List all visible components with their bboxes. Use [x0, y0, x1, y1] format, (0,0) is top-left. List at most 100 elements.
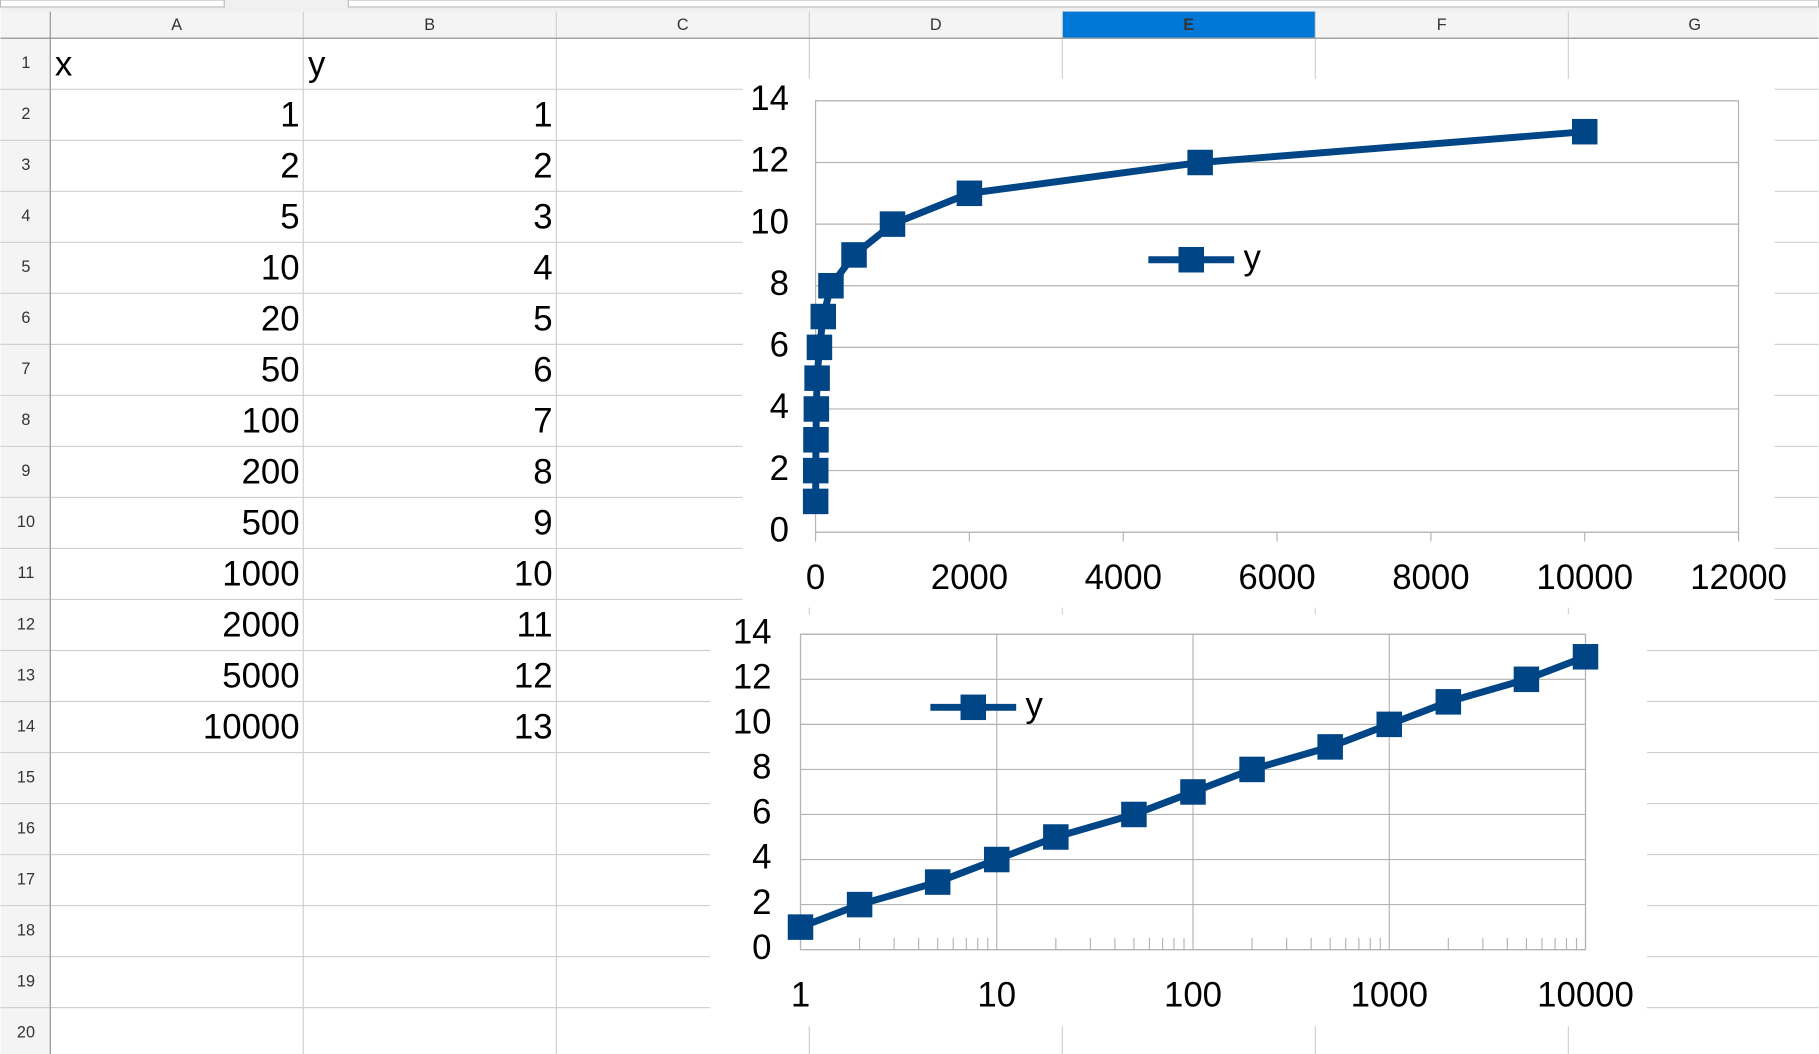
- column-header[interactable]: D: [930, 16, 942, 34]
- row-header[interactable]: 12: [17, 615, 35, 633]
- row-header[interactable]: 5: [21, 258, 30, 276]
- x-tick-label: 12000: [1690, 559, 1787, 597]
- formula-input[interactable]: [347, 0, 1819, 8]
- row-header[interactable]: 9: [21, 462, 30, 480]
- y-tick-label: 8: [752, 749, 771, 787]
- marker: [1317, 734, 1343, 760]
- cell[interactable]: 50: [261, 351, 300, 389]
- chart-area[interactable]: [742, 78, 1775, 608]
- y-tick-label: 6: [752, 794, 771, 832]
- cell[interactable]: 12: [514, 658, 553, 696]
- x-tick-label: 10: [977, 976, 1016, 1014]
- marker: [802, 457, 829, 484]
- row-header[interactable]: 16: [17, 819, 35, 837]
- cell[interactable]: 2: [280, 147, 299, 185]
- column-header[interactable]: C: [677, 16, 689, 34]
- marker: [1180, 779, 1206, 805]
- cell[interactable]: 8: [533, 453, 552, 491]
- marker: [803, 427, 829, 453]
- marker: [1435, 689, 1462, 715]
- cell[interactable]: 5: [533, 300, 552, 338]
- selected-column-header: [1062, 11, 1316, 39]
- marker: [818, 272, 844, 299]
- cell[interactable]: 9: [533, 504, 552, 542]
- row-header[interactable]: 2: [21, 105, 30, 123]
- marker: [804, 365, 830, 391]
- marker: [1376, 711, 1403, 738]
- y-tick-label: 0: [752, 929, 771, 967]
- cell[interactable]: 10000: [203, 709, 300, 747]
- cell[interactable]: 1000: [222, 555, 299, 593]
- row-header[interactable]: 17: [17, 870, 35, 888]
- cell[interactable]: 10: [261, 249, 300, 287]
- row-header[interactable]: 15: [17, 768, 35, 786]
- row-header[interactable]: 19: [17, 972, 35, 990]
- marker: [806, 334, 833, 361]
- cell[interactable]: 1: [533, 96, 552, 134]
- cell[interactable]: 1: [280, 96, 299, 134]
- row-header[interactable]: 3: [21, 156, 30, 174]
- row-header[interactable]: 1: [21, 54, 30, 72]
- marker: [846, 891, 873, 918]
- cell[interactable]: 7: [533, 402, 552, 440]
- x-tick-label: 8000: [1392, 559, 1469, 597]
- name-box[interactable]: [0, 0, 225, 8]
- marker: [802, 488, 829, 515]
- y-tick-label: 14: [733, 613, 772, 651]
- chart-area[interactable]: [710, 614, 1647, 1027]
- cell[interactable]: 500: [242, 504, 300, 542]
- marker: [1239, 756, 1265, 783]
- row-header[interactable]: 7: [21, 360, 30, 378]
- cell[interactable]: x: [55, 45, 73, 83]
- row-header[interactable]: 4: [21, 207, 30, 225]
- cell[interactable]: 2000: [222, 606, 299, 644]
- y-tick-label: 10: [733, 704, 772, 742]
- row-header[interactable]: 18: [17, 921, 35, 939]
- column-header-bar: [0, 11, 1819, 39]
- x-tick-label: 10000: [1537, 976, 1634, 1014]
- row-header[interactable]: 8: [21, 411, 30, 429]
- marker: [1513, 666, 1540, 693]
- marker: [1187, 149, 1213, 176]
- cell[interactable]: 13: [514, 709, 553, 747]
- cell[interactable]: 10: [514, 555, 553, 593]
- row-header[interactable]: 10: [17, 513, 35, 531]
- y-tick-label: 10: [750, 203, 789, 241]
- marker: [1572, 644, 1599, 670]
- row-header[interactable]: 14: [17, 717, 35, 735]
- cell[interactable]: 20: [261, 300, 300, 338]
- cell[interactable]: 5000: [222, 658, 299, 696]
- marker: [1121, 801, 1147, 828]
- row-header[interactable]: 6: [21, 309, 30, 327]
- x-tick-label: 2000: [931, 559, 1008, 597]
- y-tick-label: 4: [770, 388, 789, 426]
- y-tick-label: 8: [770, 265, 789, 303]
- row-header[interactable]: 13: [17, 666, 35, 684]
- column-header[interactable]: A: [171, 16, 182, 34]
- column-header[interactable]: G: [1688, 16, 1701, 34]
- cell[interactable]: 6: [533, 351, 552, 389]
- marker: [879, 211, 906, 237]
- cell[interactable]: 2: [533, 147, 552, 185]
- row-header[interactable]: 20: [17, 1023, 35, 1041]
- y-tick-label: 14: [750, 80, 789, 118]
- cell[interactable]: y: [308, 45, 326, 83]
- x-tick-label: 4000: [1085, 559, 1162, 597]
- y-tick-label: 12: [733, 658, 772, 696]
- cell[interactable]: 3: [533, 198, 552, 236]
- cell[interactable]: 100: [242, 402, 300, 440]
- row-header-bar: [0, 38, 51, 1054]
- column-header[interactable]: F: [1437, 16, 1447, 34]
- cell[interactable]: 200: [242, 453, 300, 491]
- marker: [956, 180, 983, 207]
- column-header[interactable]: B: [424, 16, 435, 34]
- row-header[interactable]: 11: [18, 564, 35, 582]
- y-tick-label: 4: [752, 839, 771, 877]
- x-tick-label: 10000: [1536, 559, 1633, 597]
- cell[interactable]: 4: [533, 249, 552, 287]
- cell[interactable]: 5: [280, 198, 299, 236]
- column-header[interactable]: E: [1183, 16, 1194, 34]
- marker: [1043, 824, 1069, 850]
- cell[interactable]: 11: [517, 606, 553, 644]
